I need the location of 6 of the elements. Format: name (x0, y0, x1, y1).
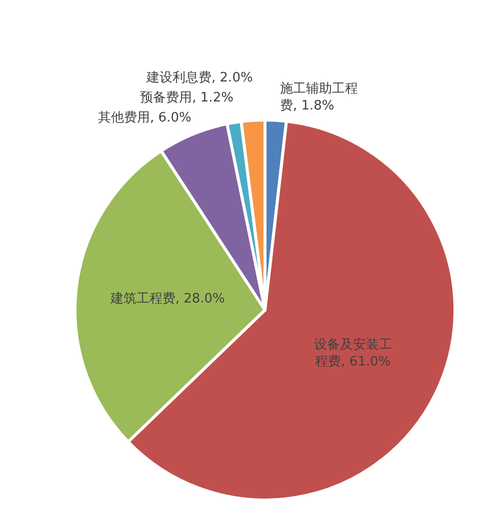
slice-label: 建筑工程费, 28.0% (109, 291, 225, 306)
slice-label: 施工辅助工程费, 1.8% (280, 81, 358, 114)
slice-label: 建设利息费, 2.0% (146, 70, 253, 86)
slice-label: 其他费用, 6.0% (98, 110, 192, 126)
slice-label: 设备及安装工程费, 61.0% (314, 336, 392, 370)
slice-label: 预备费用, 1.2% (140, 90, 234, 106)
